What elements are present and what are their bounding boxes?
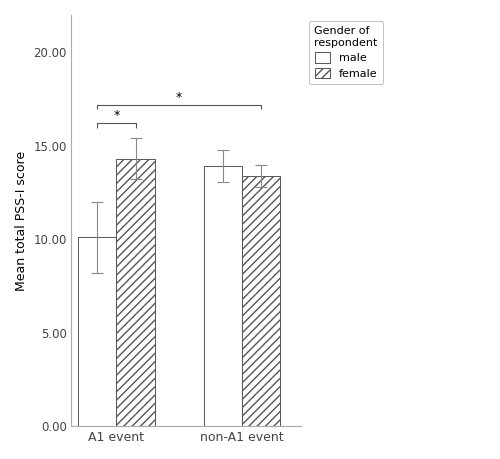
Y-axis label: Mean total PSS-I score: Mean total PSS-I score	[15, 151, 28, 291]
Bar	[78, 237, 116, 426]
Legend: male, female: male, female	[309, 21, 384, 84]
Bar	[204, 166, 242, 426]
Text: *: *	[114, 109, 119, 123]
Bar	[242, 176, 280, 426]
Text: *: *	[176, 91, 182, 104]
Bar	[116, 159, 154, 426]
